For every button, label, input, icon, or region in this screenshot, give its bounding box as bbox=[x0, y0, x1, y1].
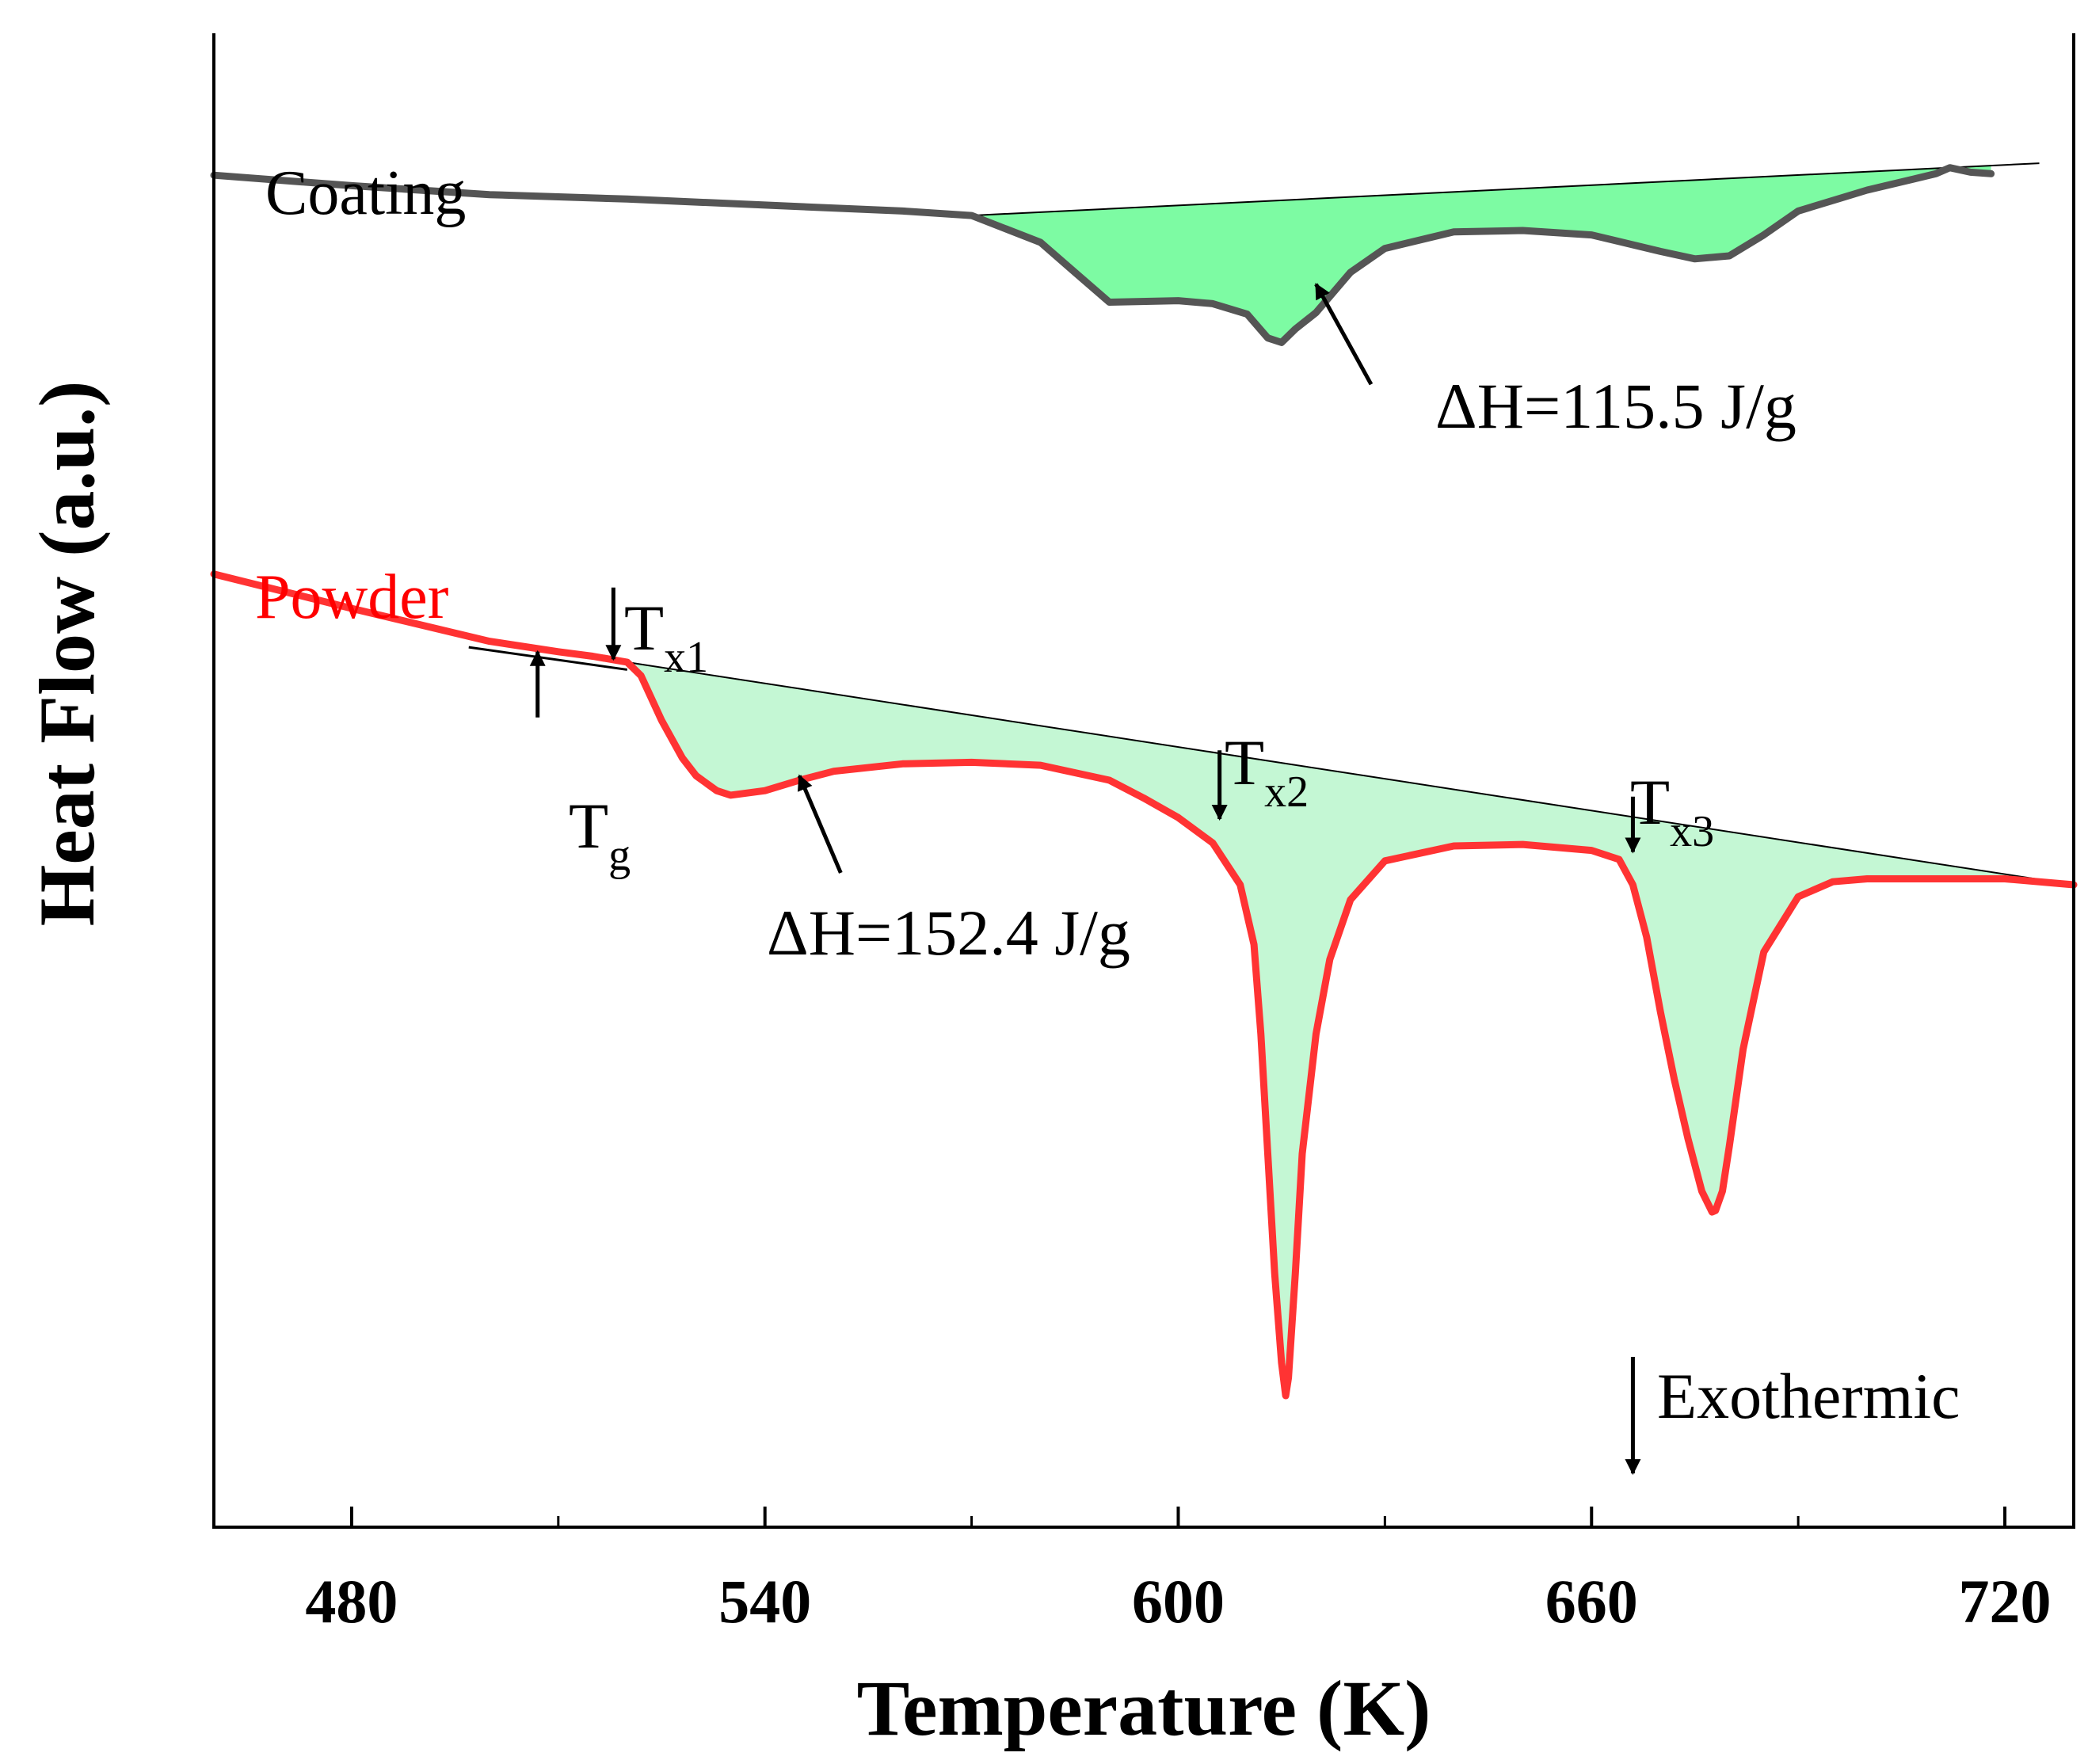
x-tick-label: 480 bbox=[305, 1567, 398, 1636]
dh_coating-label-text: ΔH=115.5 J/g bbox=[1435, 370, 1797, 442]
tx1-label-subscript: x1 bbox=[664, 633, 708, 682]
data-series: Coating Powder bbox=[210, 158, 2078, 1400]
y-axis-title: Heat Flow (a.u.) bbox=[23, 381, 111, 927]
powder-series-label: Powder bbox=[255, 562, 448, 632]
x-tick-label: 660 bbox=[1545, 1567, 1638, 1636]
dh_coating-arrow bbox=[1314, 283, 1374, 386]
tx3-label-text: T bbox=[1630, 766, 1670, 838]
x-tick-label: 600 bbox=[1132, 1567, 1225, 1636]
tx3-label: Tx3 bbox=[1630, 766, 1714, 856]
tx3-label-subscript: x3 bbox=[1670, 807, 1714, 856]
coating-peak-fill bbox=[971, 166, 1991, 343]
tg-label-text: T bbox=[569, 790, 608, 862]
powder-baseline bbox=[627, 661, 2075, 886]
x-axis-title: Temperature (K) bbox=[857, 1664, 1431, 1752]
baselines bbox=[468, 162, 2075, 886]
dh_powder-arrow bbox=[797, 774, 843, 874]
tx2-label-subscript: x2 bbox=[1264, 768, 1309, 817]
x-ticks: 480 540 600 660 720 bbox=[305, 1507, 2052, 1636]
tx1-label: Tx1 bbox=[624, 592, 708, 682]
exo-label: Exothermic bbox=[1657, 1360, 1960, 1432]
x-tick-label: 540 bbox=[718, 1567, 811, 1636]
coating-baseline bbox=[971, 162, 2040, 217]
coating-series-label: Coating bbox=[265, 158, 466, 228]
tg-tangent-line bbox=[468, 646, 627, 671]
axes: Temperature (K) Heat Flow (a.u.) bbox=[23, 33, 2075, 1752]
powder-series-line bbox=[210, 570, 2078, 1400]
tg-label-subscript: g bbox=[608, 831, 631, 880]
coating-series-line bbox=[210, 164, 1995, 346]
dh_powder-label: ΔH=152.4 J/g bbox=[767, 897, 1130, 969]
exo-label-text: Exothermic bbox=[1657, 1360, 1960, 1432]
tx2-label-text: T bbox=[1225, 726, 1264, 798]
tx2-label: Tx2 bbox=[1225, 726, 1309, 817]
tg-label: Tg bbox=[569, 790, 631, 880]
x-tick-label: 720 bbox=[1959, 1567, 2052, 1636]
dh_powder-label-text: ΔH=152.4 J/g bbox=[767, 897, 1130, 969]
tx1-label-text: T bbox=[624, 592, 664, 664]
dh_coating-label: ΔH=115.5 J/g bbox=[1435, 370, 1797, 442]
